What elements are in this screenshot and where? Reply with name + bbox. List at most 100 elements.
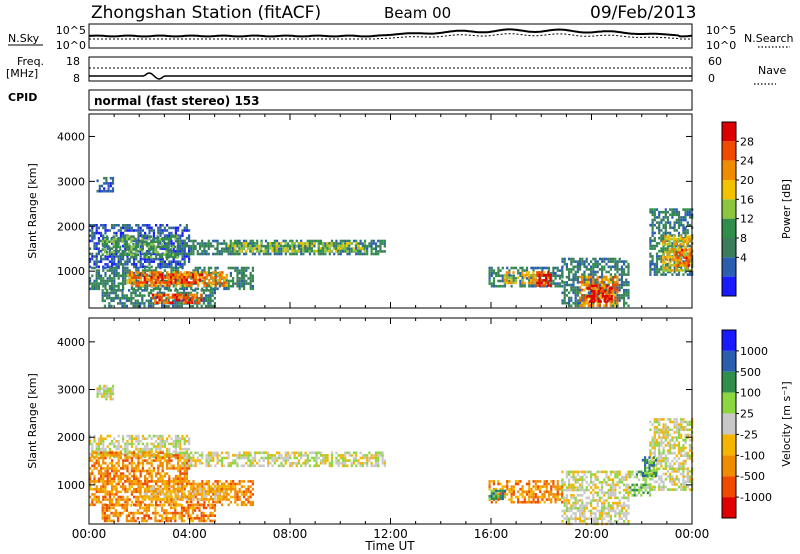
velocity-cell bbox=[133, 455, 136, 459]
power-cell bbox=[247, 266, 250, 270]
velocity-cell bbox=[156, 490, 159, 493]
power-cell bbox=[111, 179, 115, 183]
power-cell bbox=[174, 250, 177, 253]
power-cell bbox=[191, 293, 194, 297]
velocity-cell bbox=[249, 454, 252, 457]
power-cell bbox=[558, 274, 562, 278]
velocity-cell bbox=[251, 503, 254, 507]
power-cell bbox=[247, 282, 250, 285]
power-cell bbox=[651, 213, 654, 217]
power-cell bbox=[570, 257, 573, 261]
power-cell bbox=[101, 299, 104, 303]
power-cell bbox=[146, 276, 149, 279]
power-cell bbox=[581, 257, 584, 261]
power-cell bbox=[124, 282, 127, 285]
velocity-cell bbox=[194, 451, 197, 455]
power-cell bbox=[225, 284, 228, 287]
power-cell bbox=[242, 247, 245, 250]
power-cell bbox=[275, 252, 279, 256]
power-cell bbox=[568, 270, 571, 274]
power-cell bbox=[146, 234, 149, 237]
power-cell bbox=[159, 266, 162, 270]
power-cell bbox=[291, 242, 294, 245]
velocity-cell bbox=[106, 498, 109, 501]
velocity-cell bbox=[205, 492, 208, 496]
velocity-cell bbox=[222, 492, 225, 496]
velocity-cell bbox=[218, 495, 221, 498]
freq-label-top: Freq. bbox=[17, 55, 44, 68]
power-cell bbox=[508, 271, 511, 274]
power-cell bbox=[207, 252, 210, 256]
power-cell bbox=[517, 271, 520, 275]
power-cell bbox=[194, 278, 197, 282]
velocity-cell bbox=[104, 467, 107, 470]
velocity-cell bbox=[203, 500, 206, 504]
power-cell bbox=[597, 289, 600, 293]
power-cell bbox=[161, 224, 164, 227]
power-cell bbox=[361, 247, 364, 250]
power-cell bbox=[133, 265, 136, 269]
power-cell bbox=[187, 273, 190, 276]
power-cell bbox=[207, 239, 210, 243]
power-cell bbox=[240, 271, 243, 275]
power-cell bbox=[552, 279, 555, 283]
velocity-cell bbox=[196, 503, 199, 507]
velocity-cell bbox=[137, 442, 140, 446]
velocity-cell bbox=[203, 490, 206, 493]
velocity-cell bbox=[144, 437, 147, 440]
power-cell bbox=[183, 287, 186, 291]
velocity-cell bbox=[100, 467, 103, 470]
power-cell bbox=[240, 279, 243, 283]
power-cell bbox=[671, 273, 674, 276]
power-cell bbox=[590, 265, 593, 269]
power-cell bbox=[175, 284, 178, 287]
power-cell bbox=[583, 288, 586, 292]
power-colorbar-tick-label: 4 bbox=[740, 251, 747, 264]
power-cell bbox=[137, 224, 140, 227]
power-cell bbox=[583, 283, 586, 287]
power-cell bbox=[682, 218, 685, 222]
power-cell bbox=[614, 262, 617, 266]
velocity-cell bbox=[91, 442, 94, 446]
power-cell bbox=[159, 284, 162, 287]
power-cell bbox=[108, 294, 111, 297]
power-cell bbox=[139, 229, 142, 232]
power-cell bbox=[572, 275, 575, 279]
power-cell bbox=[242, 242, 245, 245]
velocity-cell bbox=[148, 469, 151, 473]
power-cell bbox=[236, 250, 239, 253]
velocity-cell bbox=[115, 451, 118, 455]
power-cell bbox=[587, 268, 590, 271]
power-cell bbox=[532, 284, 535, 288]
power-cell bbox=[372, 247, 375, 251]
power-cell bbox=[165, 237, 168, 241]
power-cell bbox=[540, 271, 543, 274]
power-cell bbox=[98, 189, 101, 193]
power-cell bbox=[655, 257, 659, 261]
power-cell bbox=[245, 274, 248, 278]
velocity-cell bbox=[170, 492, 173, 496]
velocity-cell bbox=[240, 503, 243, 507]
power-cell bbox=[205, 271, 209, 274]
power-cell bbox=[128, 281, 132, 285]
power-cell bbox=[623, 270, 626, 274]
power-cell bbox=[607, 283, 610, 287]
power-cell bbox=[137, 231, 140, 235]
power-cell bbox=[658, 223, 661, 227]
power-cell bbox=[655, 221, 659, 224]
power-cell bbox=[492, 271, 496, 275]
power-cell bbox=[95, 277, 98, 280]
power-cell bbox=[141, 274, 144, 278]
power-cell bbox=[317, 247, 320, 251]
power-cell bbox=[147, 294, 150, 297]
power-cell bbox=[104, 257, 107, 261]
power-cell bbox=[209, 242, 213, 245]
power-cell bbox=[178, 302, 181, 305]
power-cell bbox=[113, 284, 116, 288]
velocity-cell bbox=[122, 495, 125, 499]
velocity-cell bbox=[203, 495, 206, 498]
power-cell bbox=[249, 277, 252, 280]
power-cell bbox=[123, 237, 126, 241]
velocity-cell bbox=[168, 498, 171, 501]
power-cell bbox=[168, 231, 171, 235]
